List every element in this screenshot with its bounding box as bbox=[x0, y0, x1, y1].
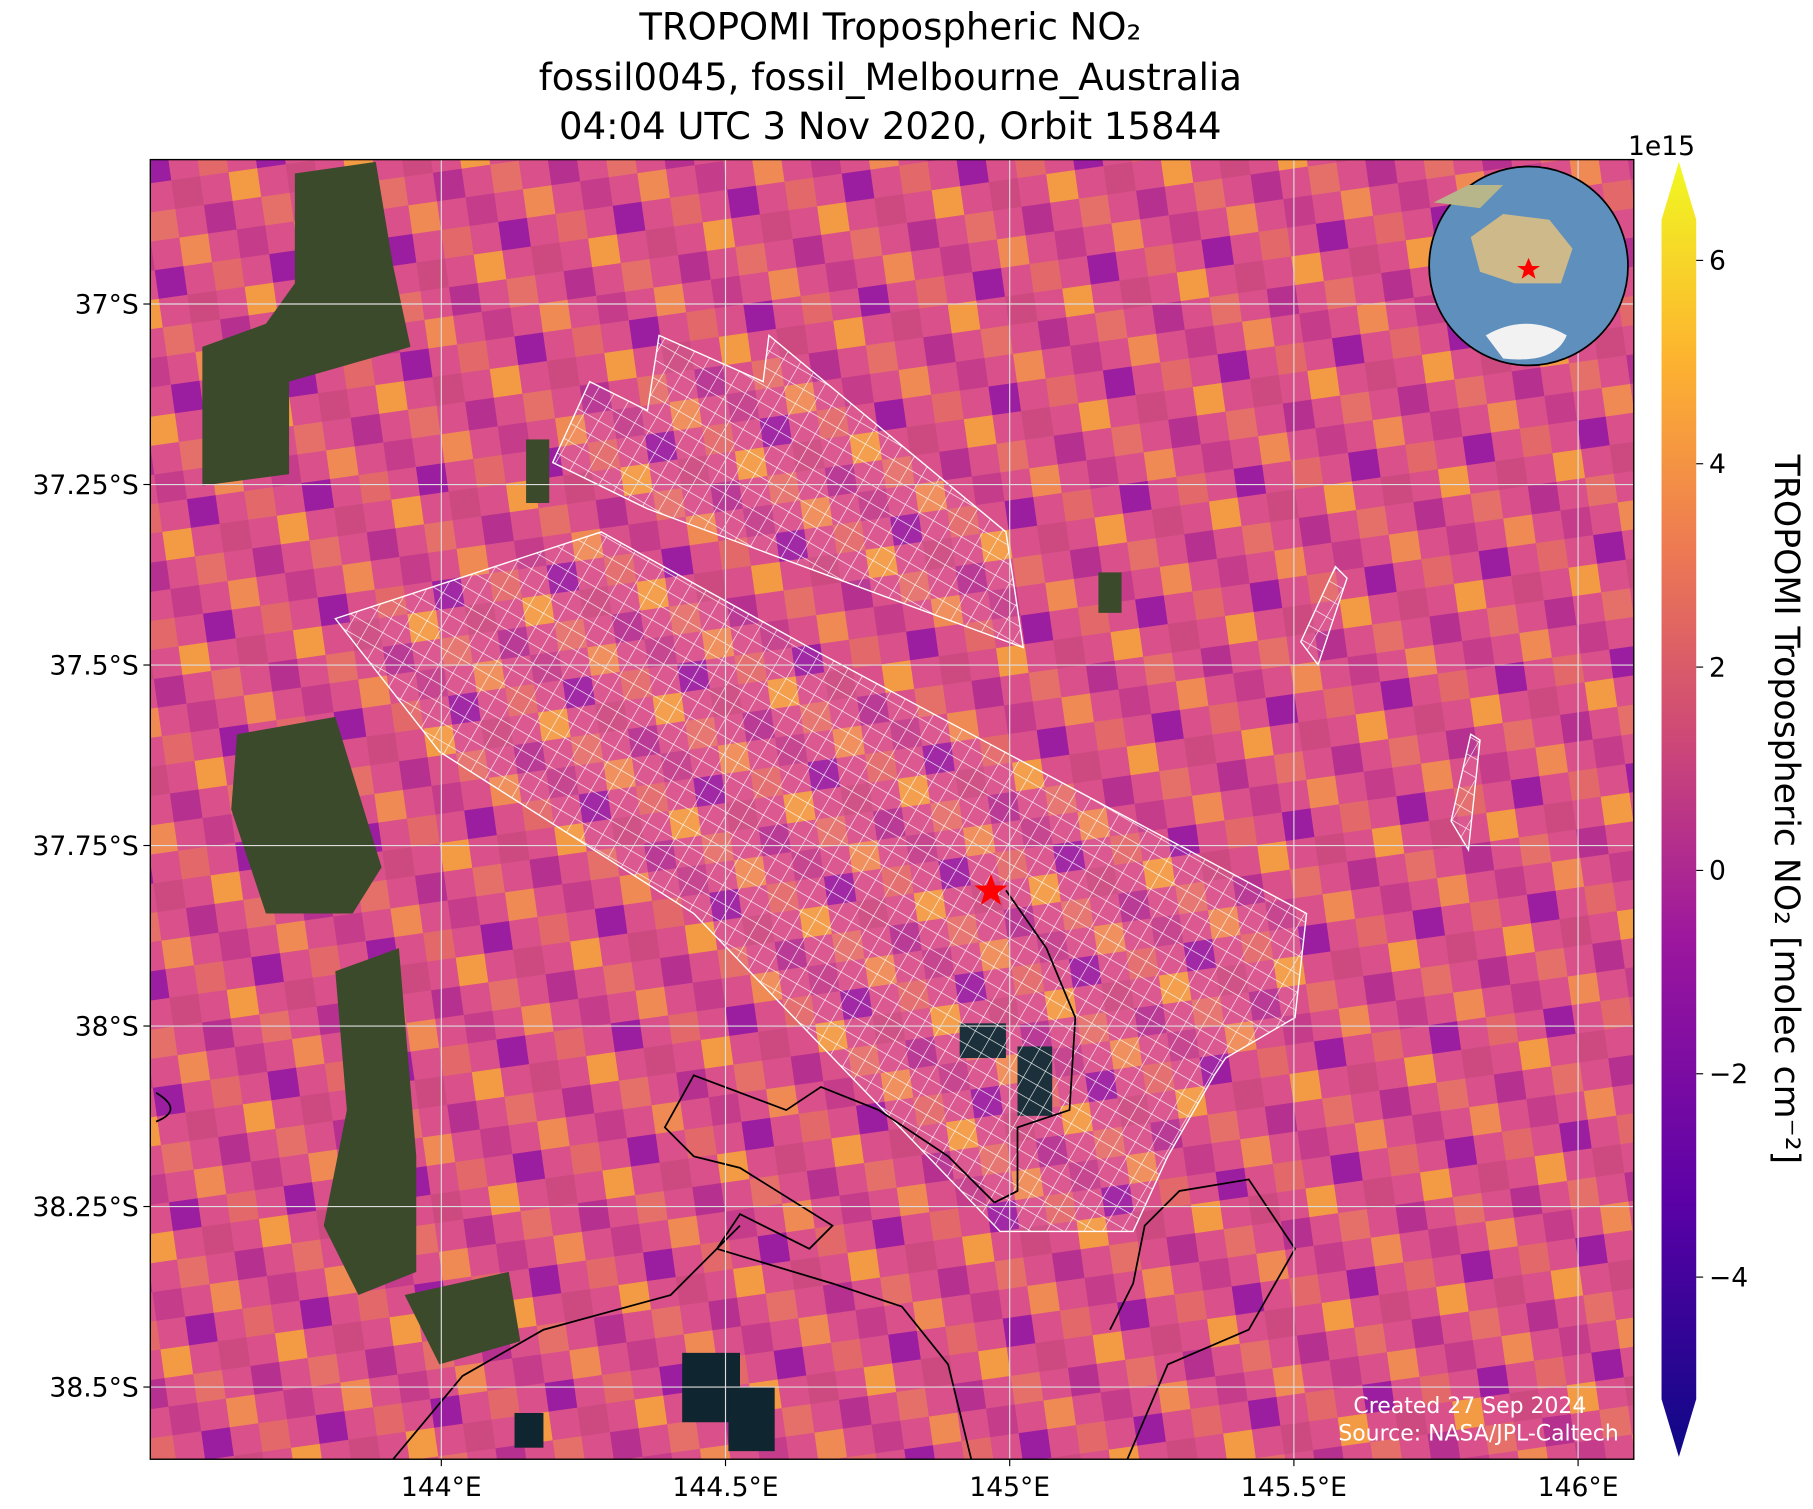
footer-created: Created 27 Sep 2024 bbox=[1353, 1394, 1586, 1419]
x-tick-label: 145°E bbox=[969, 1472, 1050, 1503]
y-tick-label: 37.75°S bbox=[33, 831, 139, 862]
y-tick-label: 38°S bbox=[75, 1011, 139, 1042]
colorbar-tick-label: 6 bbox=[1709, 246, 1726, 277]
target-marker bbox=[974, 873, 1008, 906]
map bbox=[150, 159, 1634, 1460]
inset-globe bbox=[1428, 165, 1629, 367]
colorbar-offset: 1e15 bbox=[1628, 131, 1695, 162]
terrain bbox=[202, 161, 1122, 1365]
y-tick-label: 38.25°S bbox=[33, 1192, 139, 1223]
title-line: fossil0045, fossil_Melbourne_Australia bbox=[539, 56, 1242, 99]
gridlines bbox=[150, 159, 1634, 1460]
colorbar-tick-label: −2 bbox=[1709, 1059, 1748, 1090]
x-tick-label: 144.5°E bbox=[672, 1472, 778, 1503]
colorbar-tick-label: 4 bbox=[1709, 449, 1726, 480]
y-tick-label: 37.25°S bbox=[33, 470, 139, 501]
x-tick-label: 144°E bbox=[401, 1472, 482, 1503]
title-line: TROPOMI Tropospheric NO₂ bbox=[638, 5, 1141, 48]
y-tick-label: 37°S bbox=[75, 289, 139, 320]
x-tick-label: 145.5°E bbox=[1241, 1472, 1347, 1503]
colorbar bbox=[1661, 161, 1697, 1457]
colorbar-tick-label: 0 bbox=[1709, 856, 1726, 887]
y-tick-label: 38.5°S bbox=[49, 1372, 138, 1403]
y-tick-label: 37.5°S bbox=[49, 650, 138, 681]
colorbar-tick-label: 2 bbox=[1709, 652, 1726, 683]
coastline bbox=[155, 889, 1297, 1460]
footer-source: Source: NASA/JPL-Caltech bbox=[1338, 1422, 1618, 1447]
colorbar-tick-label: −4 bbox=[1709, 1262, 1748, 1293]
map-frame bbox=[149, 158, 1635, 1460]
x-tick-label: 146°E bbox=[1538, 1472, 1619, 1503]
colorbar-label: TROPOMI Tropospheric NO₂ [molec cm⁻²] bbox=[1766, 454, 1806, 1165]
title-line: 04:04 UTC 3 Nov 2020, Orbit 15844 bbox=[559, 105, 1222, 148]
swath bbox=[334, 334, 1481, 1233]
